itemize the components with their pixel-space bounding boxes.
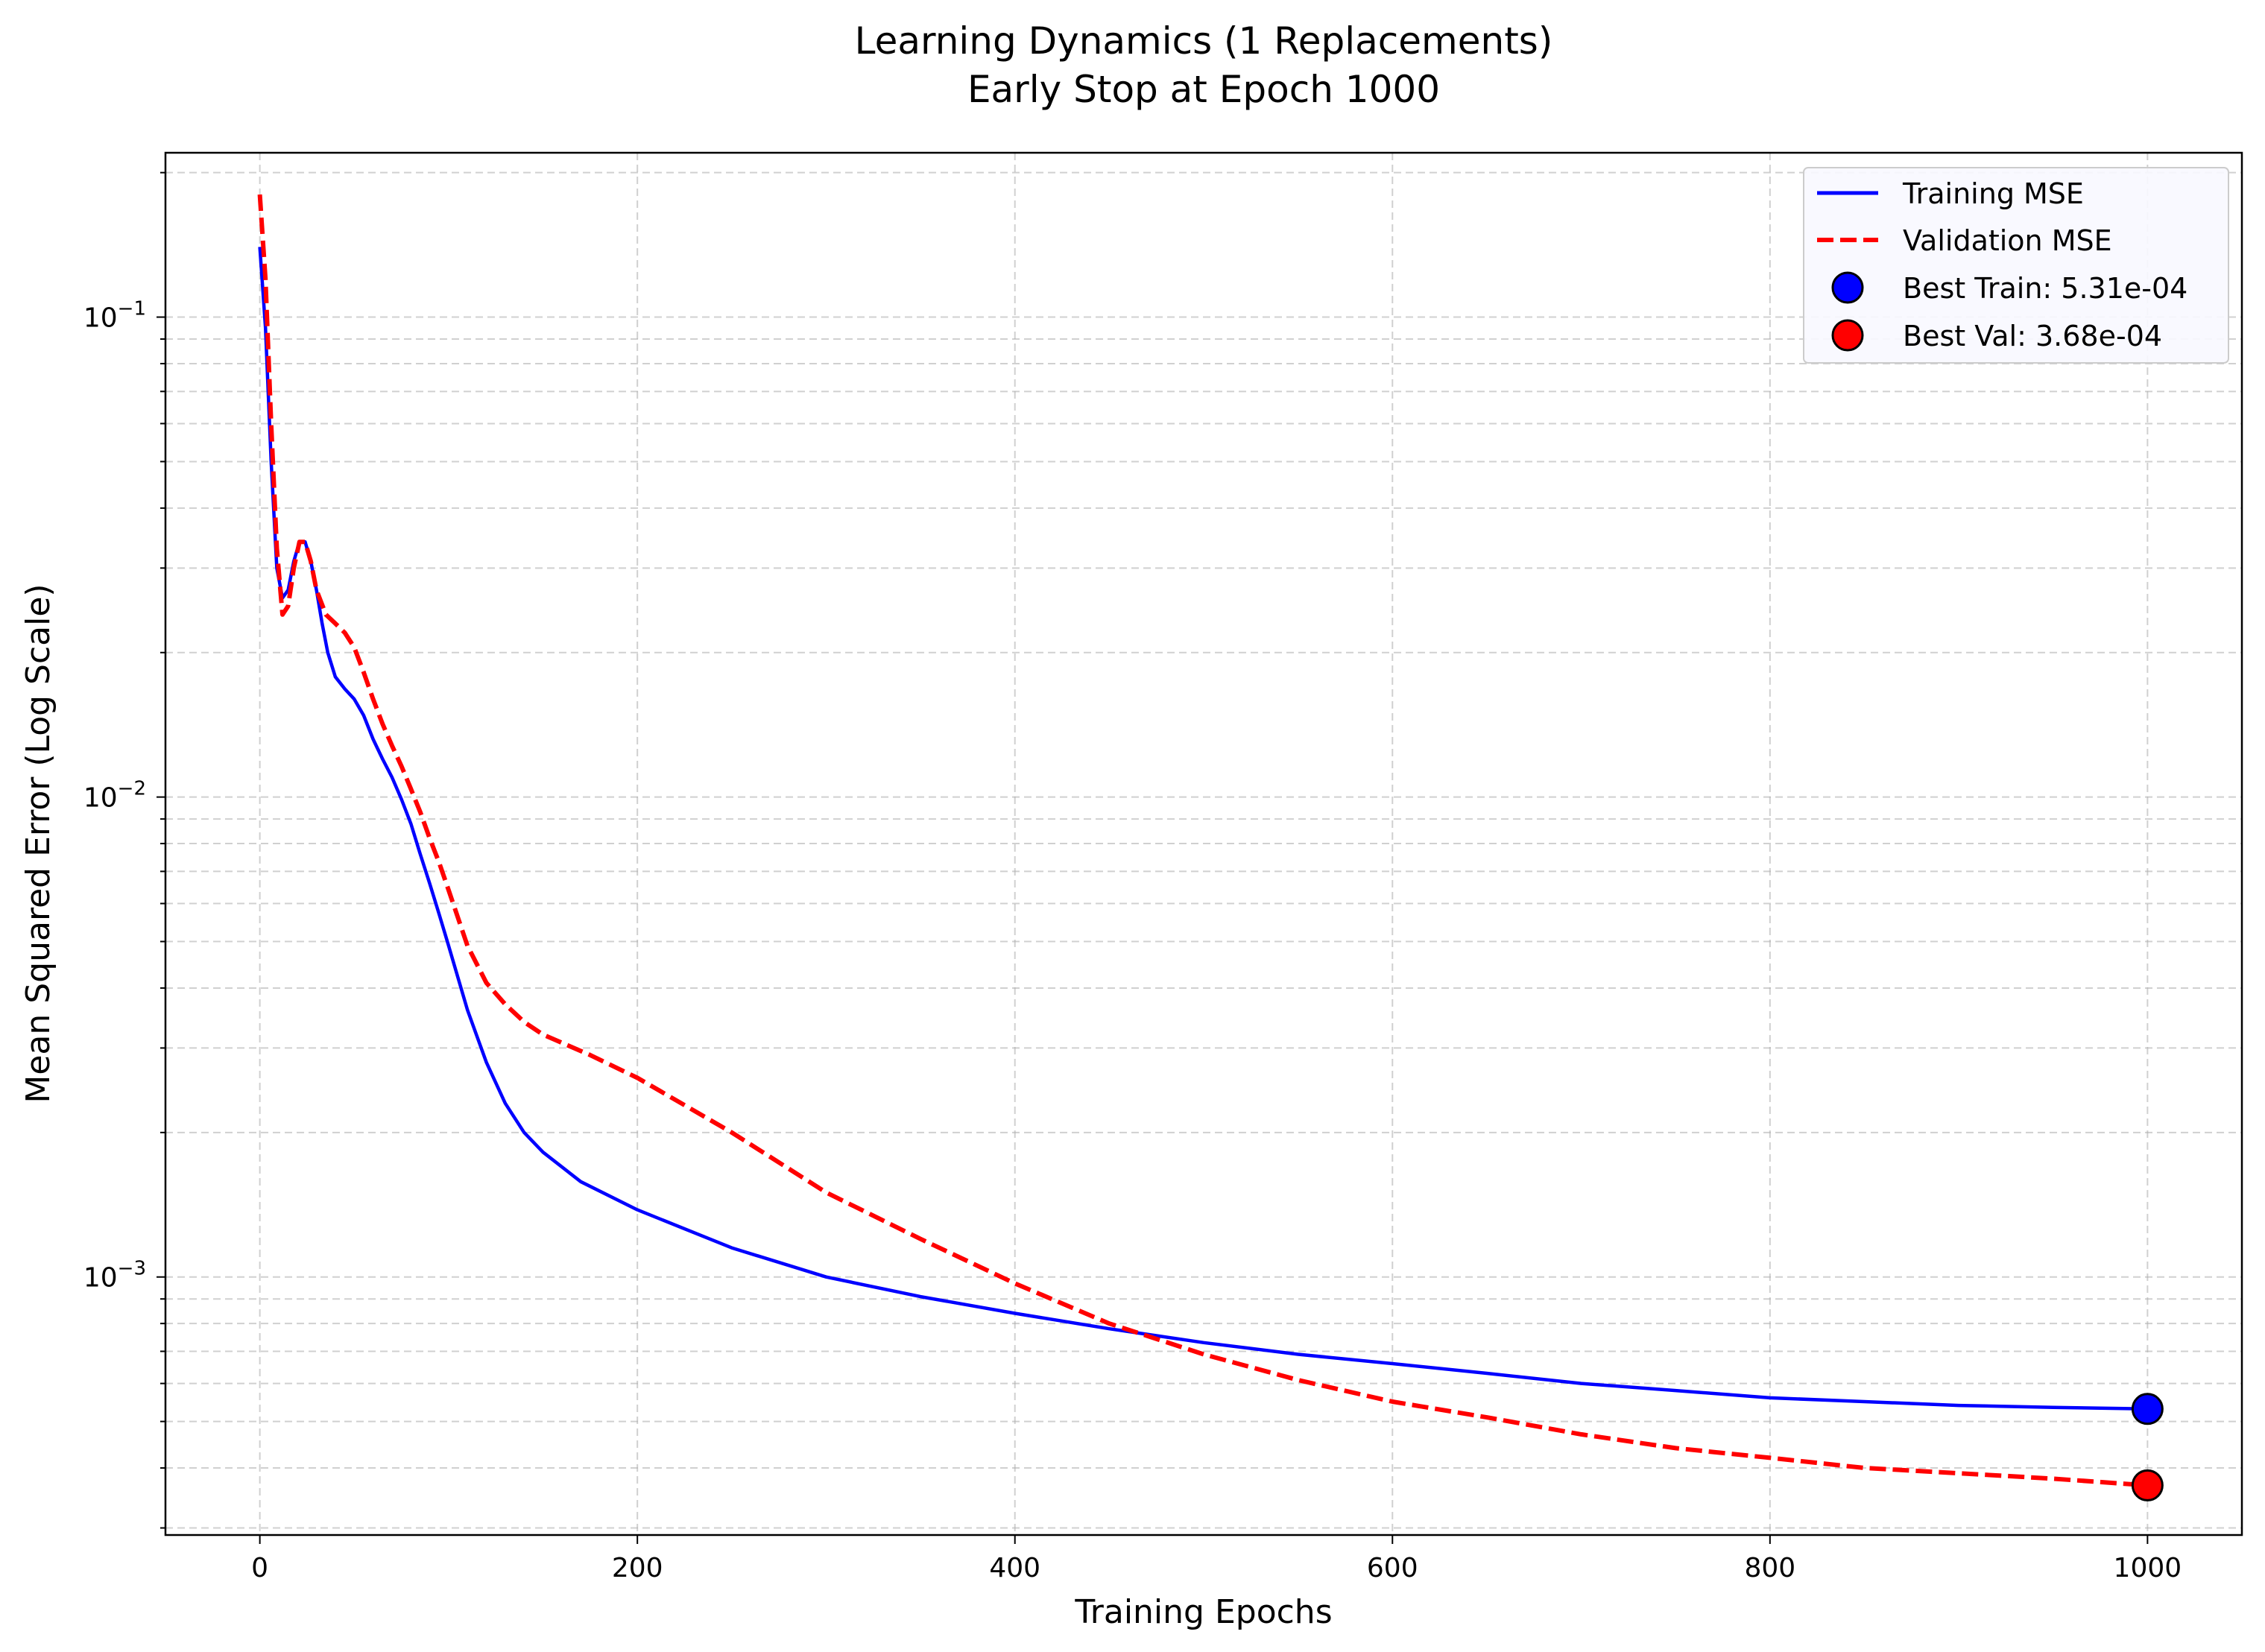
best-train-marker (2131, 1393, 2164, 1425)
marker-layer (2131, 1393, 2164, 1501)
legend-label-training: Training MSE (1902, 177, 2084, 210)
grid (165, 153, 2242, 1535)
x-axis-label: Training Epochs (1074, 1593, 1332, 1631)
y-axis-label: Mean Squared Error (Log Scale) (19, 583, 57, 1103)
y-tick-label: 10−1 (83, 298, 146, 334)
legend: Training MSE Validation MSE Best Train: … (1803, 167, 2229, 364)
chart-title: Learning Dynamics (1 Replacements) (855, 19, 1553, 63)
legend-label-validation: Validation MSE (1903, 224, 2112, 257)
legend-box (1803, 167, 2229, 364)
y-axis: 10−3 10−2 10−1 (83, 171, 165, 1529)
legend-label-best-val: Best Val: 3.68e-04 (1903, 320, 2162, 352)
series-line-validation-mse (257, 194, 2148, 1488)
series-line-training-mse (258, 247, 2148, 1411)
x-tick-label: 800 (1744, 1553, 1795, 1583)
y-tick-label: 10−2 (83, 778, 146, 814)
y-tick-label: 10−3 (83, 1258, 146, 1294)
chart-subtitle: Early Stop at Epoch 1000 (967, 68, 1440, 111)
legend-label-best-train: Best Train: 5.31e-04 (1903, 272, 2187, 305)
best-val-marker (2131, 1469, 2164, 1501)
x-axis: 0 200 400 600 800 1000 (251, 1535, 2182, 1583)
x-tick-label: 1000 (2114, 1553, 2182, 1583)
legend-marker-best-val (1831, 319, 1864, 352)
x-tick-label: 400 (989, 1553, 1040, 1583)
x-tick-label: 200 (612, 1553, 663, 1583)
plot-area (164, 151, 2243, 1537)
legend-marker-best-train (1831, 271, 1864, 304)
x-tick-label: 0 (251, 1553, 268, 1583)
x-tick-label: 600 (1367, 1553, 1418, 1583)
series-layer (257, 194, 2148, 1488)
